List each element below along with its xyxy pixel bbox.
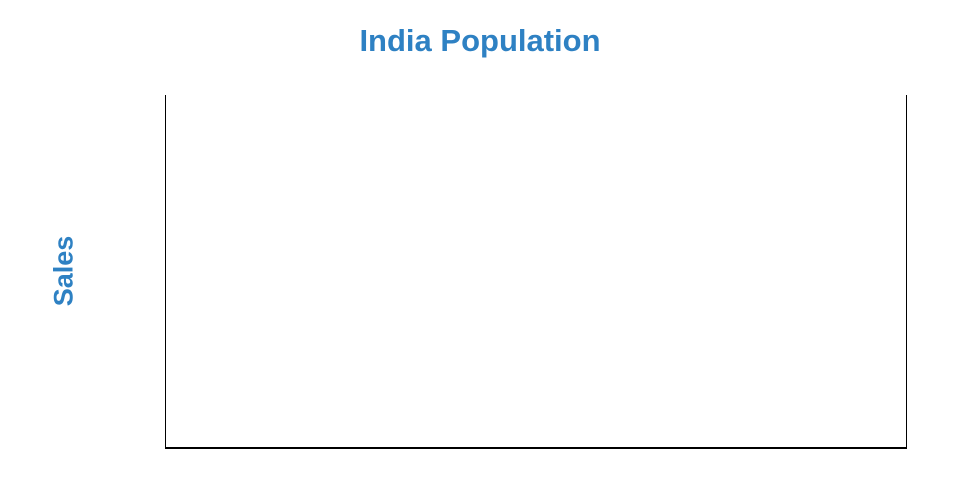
plot-area	[165, 95, 907, 449]
chart-title: India Population	[359, 23, 601, 58]
y-axis-title: Sales	[48, 235, 79, 307]
